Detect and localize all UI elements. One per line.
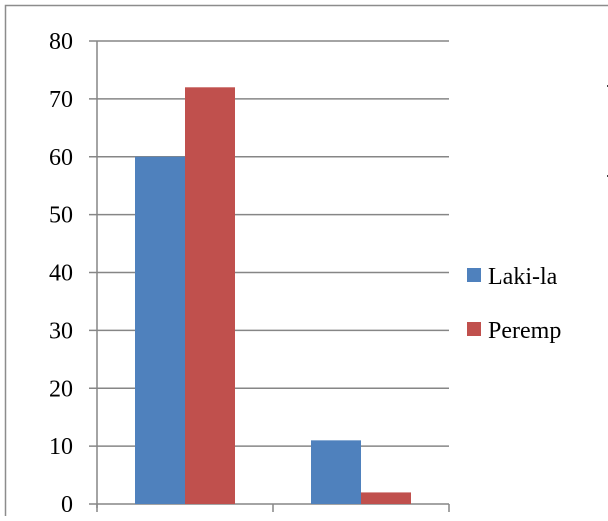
bars: [135, 87, 411, 504]
y-tick-labels: 0 10 20 30 40 50 60 70 80: [49, 29, 73, 516]
chart-border: [6, 6, 608, 517]
y-tick-label: 0: [61, 492, 73, 516]
y-tick-label: 70: [49, 87, 73, 113]
legend: Laki-la Peremp: [467, 264, 561, 344]
bar-peremp-1: [185, 87, 235, 504]
bar-peremp-2: [361, 492, 411, 504]
y-tick-label: 80: [49, 29, 73, 55]
y-tick-label: 50: [49, 203, 73, 229]
y-tick-label: 60: [49, 145, 73, 171]
legend-label-laki-la: Laki-la: [488, 264, 558, 290]
y-tick-label: 20: [49, 376, 73, 402]
legend-swatch-peremp: [467, 322, 481, 336]
legend-label-peremp: Peremp: [488, 318, 561, 344]
bar-laki-la-1: [135, 157, 185, 504]
bar-laki-la-2: [311, 440, 361, 504]
legend-swatch-laki-la: [467, 268, 481, 282]
y-tick-label: 40: [49, 261, 73, 287]
y-tick-label: 30: [49, 318, 73, 344]
y-tick-label: 10: [49, 434, 73, 460]
